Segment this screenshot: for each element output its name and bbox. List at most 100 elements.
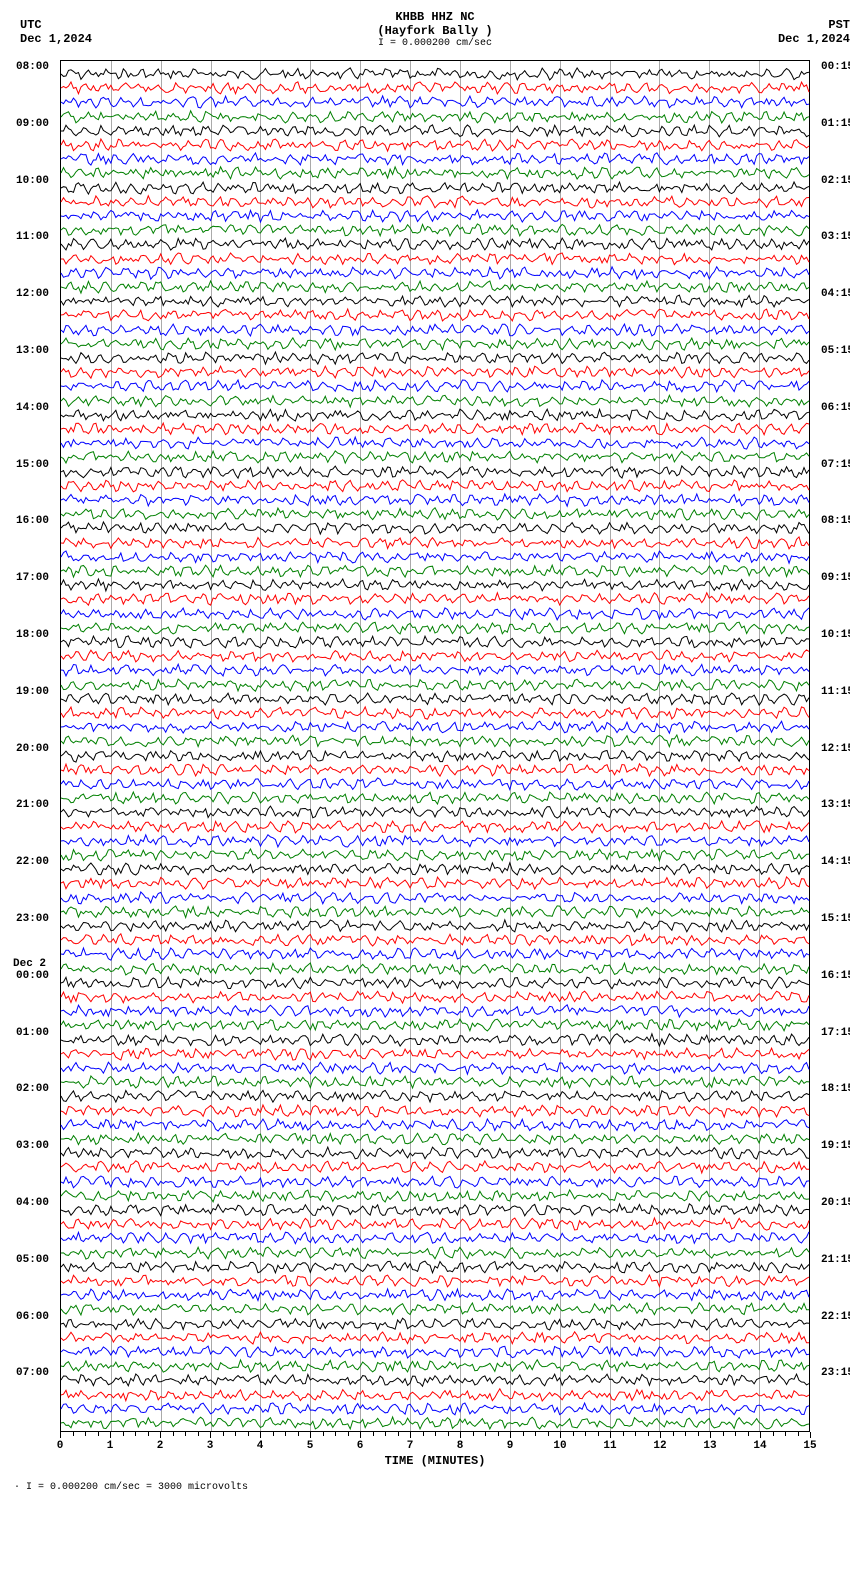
title-block: KHBB HHZ NC (Hayfork Bally ) I = 0.00020… bbox=[377, 10, 492, 49]
trace-row bbox=[61, 337, 809, 351]
trace-row bbox=[61, 820, 809, 834]
seismic-trace bbox=[61, 862, 809, 876]
scale-bar-icon: I bbox=[378, 38, 390, 49]
trace-row bbox=[61, 1345, 809, 1359]
x-tick-minor bbox=[523, 1432, 524, 1436]
seismic-trace bbox=[61, 1274, 809, 1288]
x-tick-minor bbox=[98, 1432, 99, 1436]
chart-header: UTC Dec 1,2024 KHBB HHZ NC (Hayfork Ball… bbox=[10, 10, 850, 60]
pst-time-label: 07:15 bbox=[821, 459, 850, 471]
trace-row bbox=[61, 450, 809, 464]
seismic-trace bbox=[61, 621, 809, 635]
seismic-trace bbox=[61, 237, 809, 251]
trace-row bbox=[61, 223, 809, 237]
x-tick-major bbox=[160, 1432, 161, 1438]
trace-row bbox=[61, 1416, 809, 1430]
pst-time-label: 20:15 bbox=[821, 1197, 850, 1209]
pst-time-label: 15:15 bbox=[821, 913, 850, 925]
trace-row: 04:0020:15 bbox=[61, 1203, 809, 1217]
x-tick-label: 10 bbox=[553, 1440, 566, 1452]
seismic-trace bbox=[61, 1004, 809, 1018]
trace-row bbox=[61, 95, 809, 109]
utc-time-label: 13:00 bbox=[16, 345, 49, 357]
trace-row bbox=[61, 720, 809, 734]
trace-row bbox=[61, 834, 809, 848]
x-tick-minor bbox=[435, 1432, 436, 1436]
x-tick-label: 12 bbox=[653, 1440, 666, 1452]
x-tick-minor bbox=[585, 1432, 586, 1436]
seismic-trace bbox=[61, 1189, 809, 1203]
trace-row: 15:0007:15 bbox=[61, 465, 809, 479]
x-tick-minor bbox=[448, 1432, 449, 1436]
x-tick-minor bbox=[135, 1432, 136, 1436]
seismic-trace bbox=[61, 308, 809, 322]
seismic-trace bbox=[61, 195, 809, 209]
seismic-trace bbox=[61, 1359, 809, 1373]
x-tick-label: 4 bbox=[257, 1440, 264, 1452]
x-tick-minor bbox=[123, 1432, 124, 1436]
x-tick-minor bbox=[735, 1432, 736, 1436]
trace-row: 13:0005:15 bbox=[61, 351, 809, 365]
utc-time-label: 10:00 bbox=[16, 175, 49, 187]
utc-label: UTC bbox=[20, 18, 92, 32]
x-tick-label: 2 bbox=[157, 1440, 164, 1452]
trace-row bbox=[61, 1231, 809, 1245]
utc-time-label: 02:00 bbox=[16, 1083, 49, 1095]
trace-row: 20:0012:15 bbox=[61, 749, 809, 763]
seismic-trace bbox=[61, 479, 809, 493]
trace-row bbox=[61, 252, 809, 266]
x-tick-major bbox=[360, 1432, 361, 1438]
x-tick-label: 6 bbox=[357, 1440, 364, 1452]
station-code: KHBB HHZ NC bbox=[377, 10, 492, 24]
x-tick-minor bbox=[373, 1432, 374, 1436]
seismic-trace bbox=[61, 493, 809, 507]
seismic-trace bbox=[61, 564, 809, 578]
x-tick-minor bbox=[685, 1432, 686, 1436]
seismic-trace bbox=[61, 749, 809, 763]
trace-row: 18:0010:15 bbox=[61, 635, 809, 649]
trace-row bbox=[61, 848, 809, 862]
x-tick-minor bbox=[423, 1432, 424, 1436]
x-tick-minor bbox=[598, 1432, 599, 1436]
seismic-trace bbox=[61, 1345, 809, 1359]
pst-date: Dec 1,2024 bbox=[778, 32, 850, 46]
trace-row bbox=[61, 436, 809, 450]
trace-row: Dec 200:0016:15 bbox=[61, 976, 809, 990]
utc-time-label: 09:00 bbox=[16, 118, 49, 130]
pst-time-label: 14:15 bbox=[821, 856, 850, 868]
trace-row bbox=[61, 422, 809, 436]
seismic-trace bbox=[61, 365, 809, 379]
trace-row bbox=[61, 308, 809, 322]
utc-time-label: 20:00 bbox=[16, 743, 49, 755]
x-tick-major bbox=[560, 1432, 561, 1438]
seismic-trace bbox=[61, 578, 809, 592]
seismic-trace bbox=[61, 1231, 809, 1245]
seismic-trace bbox=[61, 1260, 809, 1274]
x-tick-label: 15 bbox=[803, 1440, 816, 1452]
x-tick-major bbox=[710, 1432, 711, 1438]
trace-row: 07:0023:15 bbox=[61, 1373, 809, 1387]
x-tick-major bbox=[260, 1432, 261, 1438]
trace-row: 03:0019:15 bbox=[61, 1146, 809, 1160]
x-tick-minor bbox=[335, 1432, 336, 1436]
seismic-trace bbox=[61, 1288, 809, 1302]
trace-row: 12:0004:15 bbox=[61, 294, 809, 308]
seismic-trace bbox=[61, 1033, 809, 1047]
seismic-trace bbox=[61, 252, 809, 266]
x-tick-minor bbox=[73, 1432, 74, 1436]
seismic-trace bbox=[61, 1047, 809, 1061]
seismic-trace bbox=[61, 1402, 809, 1416]
trace-row bbox=[61, 209, 809, 223]
pst-time-label: 04:15 bbox=[821, 288, 850, 300]
x-tick-major bbox=[60, 1432, 61, 1438]
x-tick-major bbox=[510, 1432, 511, 1438]
x-tick-minor bbox=[723, 1432, 724, 1436]
x-tick-minor bbox=[273, 1432, 274, 1436]
trace-row: 19:0011:15 bbox=[61, 692, 809, 706]
pst-time-label: 17:15 bbox=[821, 1027, 850, 1039]
seismic-trace bbox=[61, 791, 809, 805]
pst-time-label: 11:15 bbox=[821, 686, 850, 698]
x-tick-minor bbox=[573, 1432, 574, 1436]
x-tick-label: 7 bbox=[407, 1440, 414, 1452]
seismic-trace bbox=[61, 422, 809, 436]
